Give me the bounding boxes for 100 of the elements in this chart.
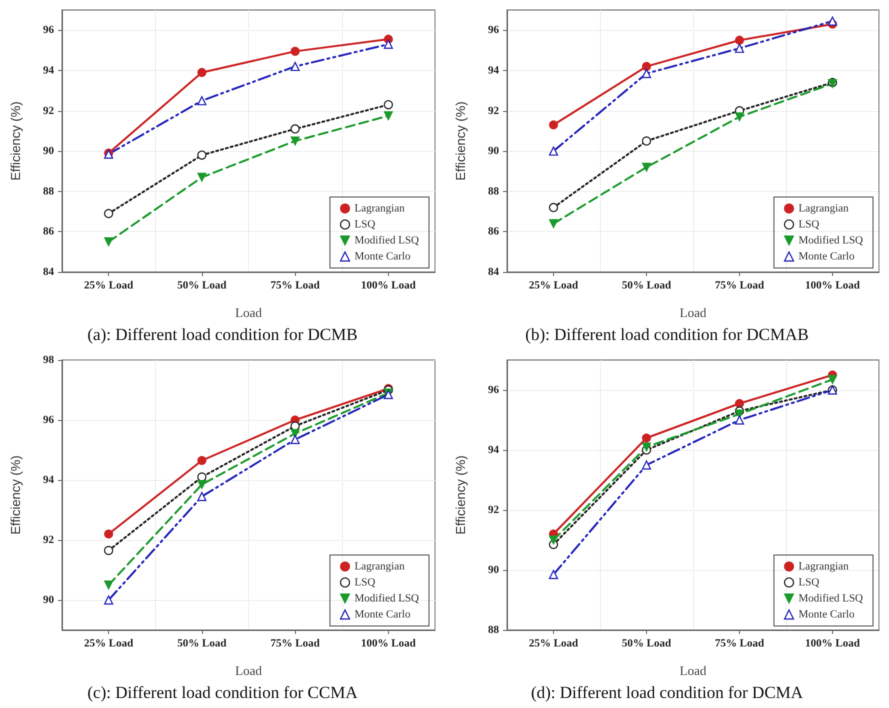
x-tick-label: 100% Load: [361, 638, 416, 650]
text: (c): Different load condition for CCMA: [87, 683, 358, 702]
point: [549, 536, 558, 544]
legend-label: Lagrangian: [354, 560, 406, 572]
legend-label: Lagrangian: [798, 202, 850, 214]
y-tick-label: 90: [43, 145, 54, 158]
y-tick-label: 86: [43, 226, 54, 238]
point: [828, 16, 838, 26]
point: [197, 150, 206, 160]
point: [828, 375, 837, 384]
x-tick-label: 25% Load: [528, 638, 578, 650]
legend-label: Lagrangian: [798, 560, 850, 572]
text: (d): Different load condition for DCMA: [530, 683, 804, 702]
legend-label: Monte Carlo: [798, 608, 855, 620]
y-tick-label: 96: [43, 24, 54, 36]
point: [290, 62, 300, 72]
x-axis-title: Load: [235, 305, 262, 320]
legend-label: Modified LSQ: [354, 592, 420, 604]
y-tick-label: 96: [43, 414, 54, 426]
y-axis-title: Efficiency (%): [453, 101, 468, 181]
y-axis-title: Efficiency (%): [8, 455, 23, 535]
x-tick-label: 50% Load: [177, 280, 226, 292]
legend-label: Monte Carlo: [354, 608, 411, 620]
point: [642, 68, 652, 78]
legend-label: Modified LSQ: [354, 234, 420, 246]
y-tick-label: 94: [43, 64, 54, 76]
point: [197, 172, 206, 182]
y-tick-label: 94: [488, 444, 500, 456]
x-tick-label: 75% Load: [714, 280, 764, 292]
legend-label: LSQ: [354, 576, 376, 588]
point: [104, 595, 114, 605]
legend-label: LSQ: [798, 218, 820, 230]
x-axis-title: Load: [680, 305, 707, 320]
y-tick-label: 92: [43, 104, 54, 117]
point: [384, 100, 393, 110]
x-tick-label: 75% Load: [270, 280, 320, 292]
x-tick-label: 50% Load: [622, 638, 672, 650]
point: [734, 415, 744, 425]
y-tick-label: 92: [488, 504, 500, 516]
point: [548, 146, 558, 156]
y-tick-label: 84: [488, 266, 500, 278]
x-tick-label: 25% Load: [84, 638, 134, 650]
point: [290, 124, 300, 134]
point: [104, 237, 114, 246]
point: [197, 68, 206, 77]
y-tick-label: 86: [488, 226, 500, 238]
x-tick-label: 50% Load: [177, 638, 226, 650]
x-tick-label: 100% Load: [805, 280, 860, 292]
y-tick-label: 94: [488, 64, 500, 76]
x-tick-label: 25% Load: [528, 280, 578, 292]
point: [384, 40, 393, 49]
x-axis-title: Load: [680, 663, 707, 678]
point: [104, 546, 114, 556]
legend-label: LSQ: [798, 576, 820, 588]
text: (a): Different load condition for DCMB: [87, 325, 358, 344]
point: [549, 219, 558, 228]
legend-label: Modified LSQ: [798, 592, 864, 604]
y-tick-label: 90: [43, 594, 54, 606]
legend-label: Lagrangian: [354, 202, 406, 214]
point: [197, 96, 206, 106]
point: [734, 44, 744, 53]
y-tick-label: 88: [488, 185, 500, 198]
point: [197, 492, 206, 502]
point: [290, 136, 300, 146]
y-tick-label: 90: [488, 564, 500, 576]
x-tick-label: 75% Load: [270, 638, 320, 650]
point: [548, 202, 558, 212]
y-axis-title: Efficiency (%): [8, 101, 23, 181]
y-tick-label: 96: [488, 24, 500, 36]
point: [549, 120, 558, 130]
point: [548, 570, 558, 580]
point: [104, 580, 114, 590]
y-tick-label: 88: [43, 185, 54, 198]
point: [735, 112, 744, 122]
legend-label: LSQ: [354, 218, 376, 230]
x-axis-title: Load: [235, 663, 262, 678]
x-tick-label: 25% Load: [84, 280, 134, 292]
x-tick-label: 100% Load: [805, 638, 860, 650]
point: [642, 162, 651, 172]
point: [197, 456, 206, 465]
y-axis-title: Efficiency (%): [453, 455, 468, 535]
y-tick-label: 88: [488, 624, 500, 636]
legend-label: Modified LSQ: [798, 234, 864, 246]
point: [735, 399, 744, 408]
point: [642, 442, 651, 452]
point: [642, 62, 651, 71]
legend-label: Monte Carlo: [354, 250, 411, 262]
y-tick-label: 96: [488, 384, 500, 396]
x-tick-label: 100% Load: [361, 280, 416, 292]
point: [384, 111, 393, 120]
point: [642, 460, 652, 470]
point: [197, 480, 206, 489]
point: [104, 530, 114, 538]
point: [642, 434, 651, 442]
y-tick-label: 92: [488, 104, 500, 117]
point: [642, 136, 652, 146]
point: [290, 434, 300, 444]
y-tick-label: 84: [43, 266, 54, 278]
x-tick-label: 50% Load: [622, 280, 672, 292]
x-tick-label: 75% Load: [714, 638, 764, 650]
